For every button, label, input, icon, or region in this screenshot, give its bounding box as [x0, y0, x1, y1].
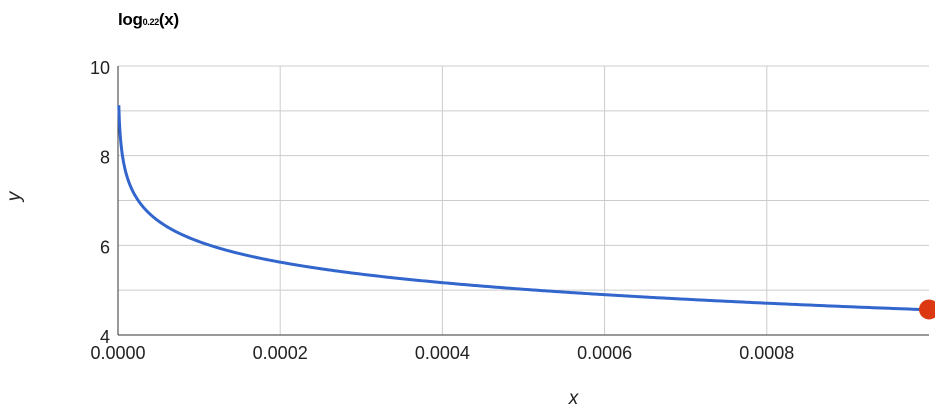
highlight-point	[919, 299, 935, 320]
chart-title-suffix: (x)	[158, 10, 179, 29]
y-tick-label: 6	[100, 237, 110, 257]
x-tick-label: 0.0000	[90, 343, 145, 363]
chart-title-base: 0.22	[142, 17, 160, 27]
series-line	[117, 103, 930, 312]
x-tick-label: 0.0004	[415, 343, 470, 363]
x-tick-label: 0.0006	[577, 343, 632, 363]
y-tick-label: 8	[100, 148, 110, 168]
y-tick-label: 10	[90, 58, 110, 78]
x-axis-title: x	[568, 388, 580, 409]
chart-title: log0.22(x)	[118, 10, 179, 30]
y-tick-label: 4	[100, 327, 110, 347]
x-tick-label: 0.0002	[253, 343, 308, 363]
chart-title-prefix: log	[118, 10, 143, 29]
x-tick-label: 0.0008	[739, 343, 794, 363]
y-axis-title: y	[4, 190, 25, 203]
